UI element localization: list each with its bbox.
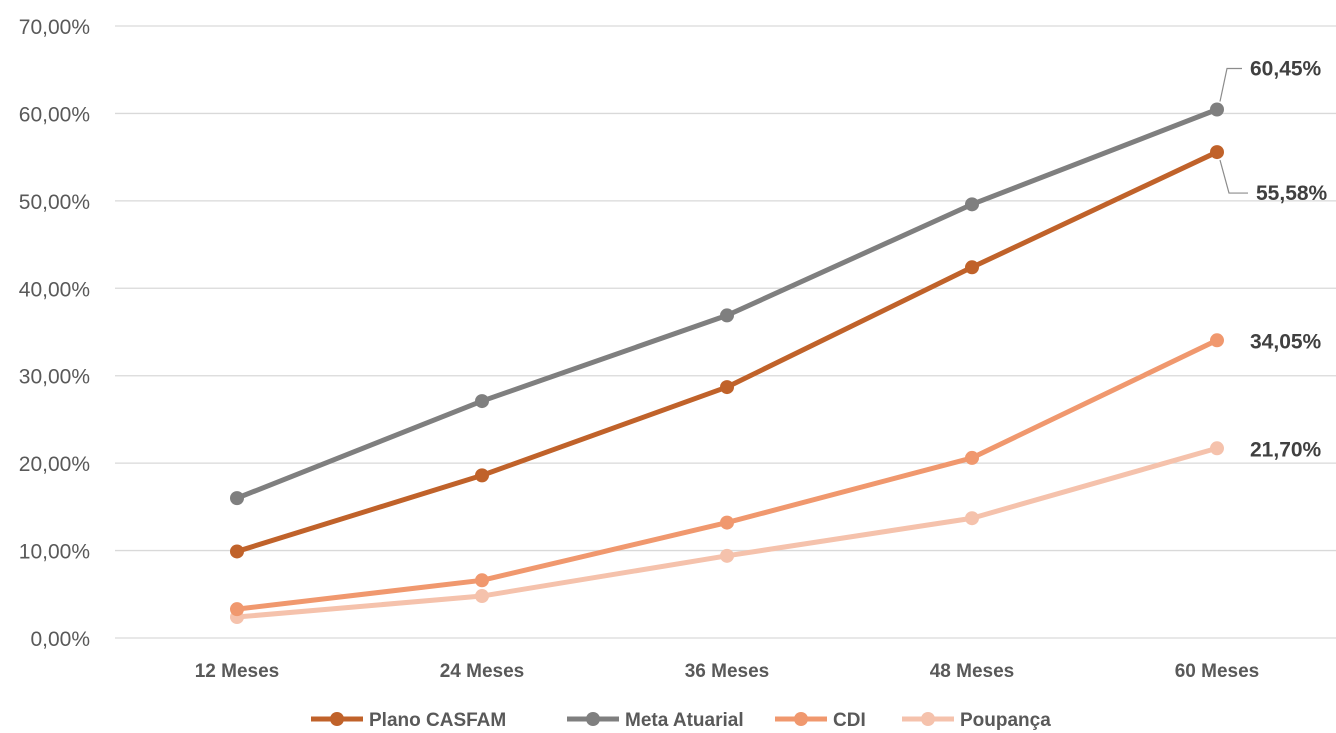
- data-point: [230, 544, 244, 559]
- data-label: 60,45%: [1250, 57, 1322, 80]
- legend-item: Poupança: [902, 710, 1051, 731]
- legend-label: CDI: [833, 710, 866, 731]
- legend-marker: [586, 712, 600, 726]
- x-tick-label: 12 Meses: [195, 661, 280, 682]
- data-point: [1210, 333, 1224, 348]
- y-tick-label: 0,00%: [30, 628, 90, 651]
- series-poupan-a: [230, 441, 1224, 625]
- data-point: [475, 589, 489, 604]
- data-point: [965, 450, 979, 465]
- x-axis-ticks: 12 Meses 24 Meses 36 Meses 48 Meses 60 Meses: [195, 661, 1260, 682]
- x-tick-label: 60 Meses: [1175, 661, 1260, 682]
- x-tick-label: 48 Meses: [930, 661, 1015, 682]
- series-plano-casfam: [230, 145, 1224, 559]
- legend-label: Meta Atuarial: [625, 710, 744, 731]
- data-point: [720, 308, 734, 323]
- legend-marker: [921, 712, 935, 726]
- y-axis-ticks: 0,00% 10,00% 20,00% 30,00% 40,00% 50,00% 60,00…: [19, 16, 90, 651]
- data-point: [965, 260, 979, 275]
- series-meta-atuarial: [230, 102, 1224, 506]
- y-tick-label: 30,00%: [19, 366, 90, 389]
- data-point: [475, 573, 489, 588]
- data-point: [720, 548, 734, 563]
- series-lines: [230, 102, 1224, 625]
- y-tick-label: 20,00%: [19, 453, 90, 476]
- data-point: [230, 602, 244, 617]
- legend-item: Plano CASFAM: [311, 710, 506, 731]
- series-line: [234, 106, 1220, 501]
- data-label: 34,05%: [1250, 330, 1322, 353]
- legend-label: Plano CASFAM: [369, 710, 506, 731]
- data-point: [230, 491, 244, 506]
- legend-marker: [330, 712, 344, 726]
- legend-label: Poupança: [960, 710, 1051, 731]
- leader-line: [1219, 67, 1242, 102]
- data-labels: 55,58% 60,45% 34,05% 21,70%: [1219, 57, 1328, 461]
- data-point: [475, 394, 489, 409]
- legend-marker: [794, 712, 808, 726]
- data-point: [965, 197, 979, 212]
- legend-item: Meta Atuarial: [567, 710, 744, 731]
- y-tick-label: 40,00%: [19, 278, 90, 301]
- leader-line: [1219, 159, 1248, 194]
- y-tick-label: 10,00%: [19, 541, 90, 564]
- data-point: [1210, 145, 1224, 160]
- data-point: [720, 380, 734, 395]
- series-cdi: [230, 333, 1224, 617]
- data-point: [1210, 102, 1224, 117]
- data-point: [965, 511, 979, 526]
- data-point: [1210, 441, 1224, 456]
- data-point: [720, 515, 734, 530]
- x-tick-label: 24 Meses: [440, 661, 525, 682]
- data-label: 21,70%: [1250, 438, 1322, 461]
- x-tick-label: 36 Meses: [685, 661, 770, 682]
- legend: Plano CASFAM Meta Atuarial CDI Poupança: [311, 710, 1051, 731]
- y-tick-label: 50,00%: [19, 191, 90, 214]
- y-tick-label: 60,00%: [19, 103, 90, 126]
- data-point: [475, 468, 489, 483]
- gridlines: [115, 25, 1336, 639]
- y-tick-label: 70,00%: [19, 16, 90, 39]
- legend-item: CDI: [775, 710, 866, 731]
- data-label: 55,58%: [1256, 182, 1328, 205]
